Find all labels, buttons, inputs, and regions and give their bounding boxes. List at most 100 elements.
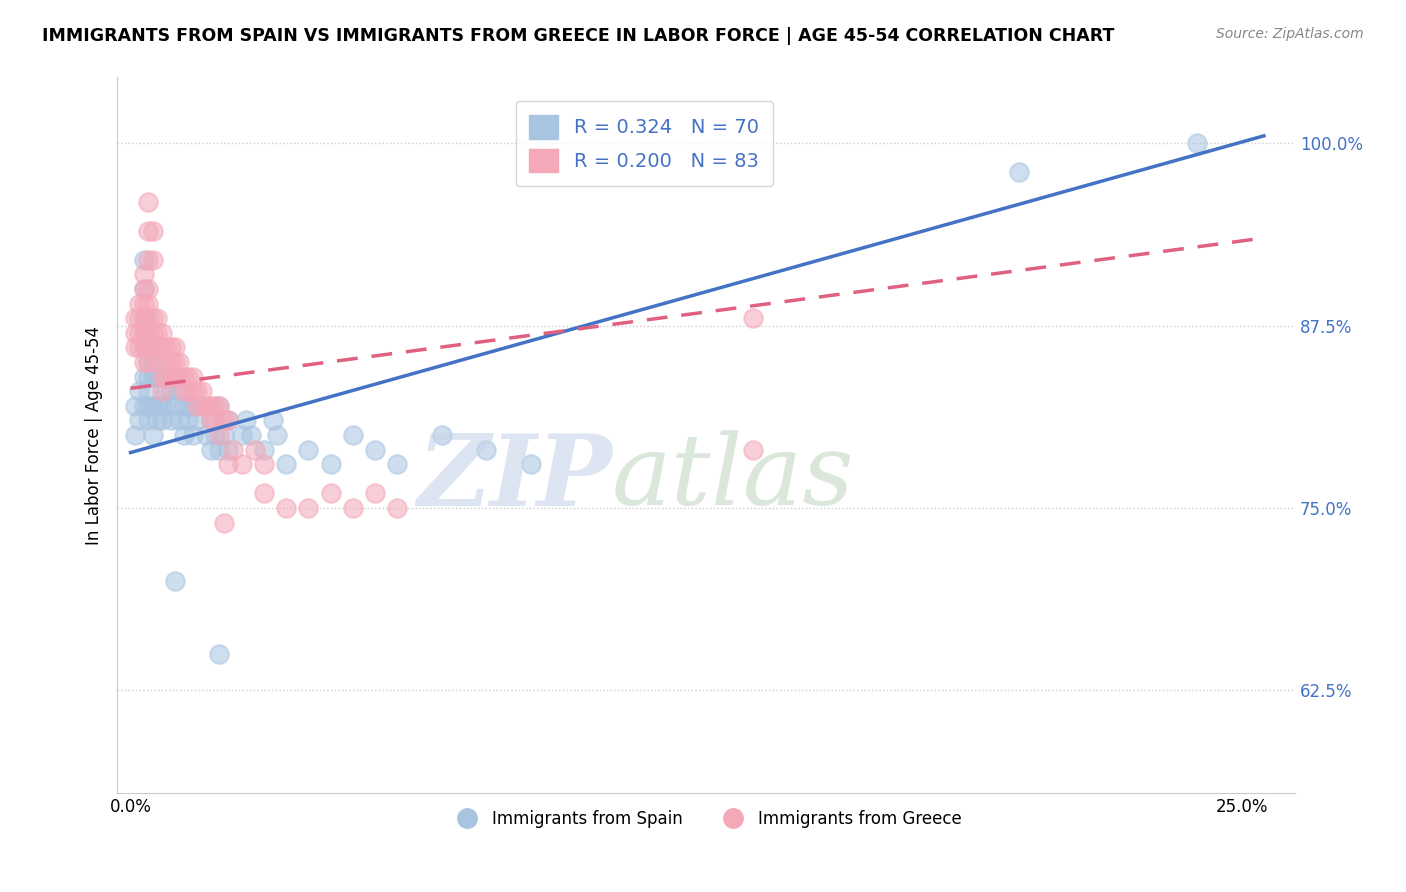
Point xyxy=(200,399,222,413)
Point xyxy=(132,296,155,310)
Y-axis label: In Labor Force | Age 45-54: In Labor Force | Age 45-54 xyxy=(86,326,103,544)
Point xyxy=(150,369,173,384)
Point xyxy=(132,369,155,384)
Point xyxy=(136,311,159,326)
Point xyxy=(319,486,342,500)
Point xyxy=(136,341,159,355)
Point xyxy=(173,399,195,413)
Point xyxy=(1187,136,1209,150)
Point xyxy=(190,399,212,413)
Point xyxy=(132,399,155,413)
Point xyxy=(128,413,150,427)
Point xyxy=(132,341,155,355)
Point xyxy=(297,501,319,516)
Point xyxy=(177,413,200,427)
Point xyxy=(159,384,181,399)
Point xyxy=(132,311,155,326)
Point xyxy=(128,296,150,310)
Point xyxy=(274,457,297,471)
Point xyxy=(142,252,165,267)
Point xyxy=(204,413,226,427)
Point xyxy=(150,369,173,384)
Point xyxy=(364,486,387,500)
Point xyxy=(150,384,173,399)
Point xyxy=(159,369,181,384)
Point xyxy=(128,341,150,355)
Point xyxy=(136,326,159,340)
Point xyxy=(430,428,453,442)
Point xyxy=(217,442,239,457)
Point xyxy=(186,413,208,427)
Point xyxy=(150,399,173,413)
Point xyxy=(253,457,276,471)
Point xyxy=(195,399,218,413)
Point xyxy=(128,326,150,340)
Point xyxy=(155,369,177,384)
Text: Source: ZipAtlas.com: Source: ZipAtlas.com xyxy=(1216,27,1364,41)
Point xyxy=(124,326,146,340)
Point xyxy=(146,355,169,369)
Point xyxy=(519,457,541,471)
Point xyxy=(132,311,155,326)
Point xyxy=(173,369,195,384)
Point xyxy=(136,399,159,413)
Point xyxy=(231,457,253,471)
Point xyxy=(163,355,186,369)
Point xyxy=(132,282,155,296)
Point xyxy=(181,384,204,399)
Point xyxy=(142,224,165,238)
Point xyxy=(195,428,218,442)
Point xyxy=(146,413,169,427)
Point xyxy=(128,384,150,399)
Point xyxy=(204,399,226,413)
Point xyxy=(181,399,204,413)
Point xyxy=(136,282,159,296)
Point xyxy=(146,311,169,326)
Point xyxy=(136,252,159,267)
Point xyxy=(217,457,239,471)
Point xyxy=(253,486,276,500)
Point xyxy=(163,574,186,588)
Point xyxy=(177,399,200,413)
Point xyxy=(150,326,173,340)
Point xyxy=(136,369,159,384)
Point xyxy=(146,326,169,340)
Point xyxy=(150,413,173,427)
Point xyxy=(132,341,155,355)
Point xyxy=(1008,165,1031,179)
Point xyxy=(212,516,235,530)
Point xyxy=(163,369,186,384)
Point xyxy=(136,341,159,355)
Point xyxy=(142,399,165,413)
Point xyxy=(150,341,173,355)
Point xyxy=(208,428,231,442)
Point xyxy=(159,341,181,355)
Point xyxy=(741,442,763,457)
Point xyxy=(132,282,155,296)
Point xyxy=(132,326,155,340)
Point xyxy=(186,399,208,413)
Point xyxy=(387,457,409,471)
Point xyxy=(136,296,159,310)
Point xyxy=(132,326,155,340)
Point xyxy=(253,442,276,457)
Point xyxy=(200,413,222,427)
Point xyxy=(212,428,235,442)
Point xyxy=(142,355,165,369)
Point xyxy=(190,384,212,399)
Point xyxy=(186,384,208,399)
Point xyxy=(124,428,146,442)
Point xyxy=(136,413,159,427)
Point xyxy=(159,355,181,369)
Point xyxy=(342,501,364,516)
Point xyxy=(741,311,763,326)
Point xyxy=(342,428,364,442)
Point xyxy=(177,384,200,399)
Point xyxy=(142,369,165,384)
Point xyxy=(204,428,226,442)
Text: IMMIGRANTS FROM SPAIN VS IMMIGRANTS FROM GREECE IN LABOR FORCE | AGE 45-54 CORRE: IMMIGRANTS FROM SPAIN VS IMMIGRANTS FROM… xyxy=(42,27,1115,45)
Point xyxy=(231,428,253,442)
Point xyxy=(319,457,342,471)
Point xyxy=(142,326,165,340)
Point xyxy=(217,413,239,427)
